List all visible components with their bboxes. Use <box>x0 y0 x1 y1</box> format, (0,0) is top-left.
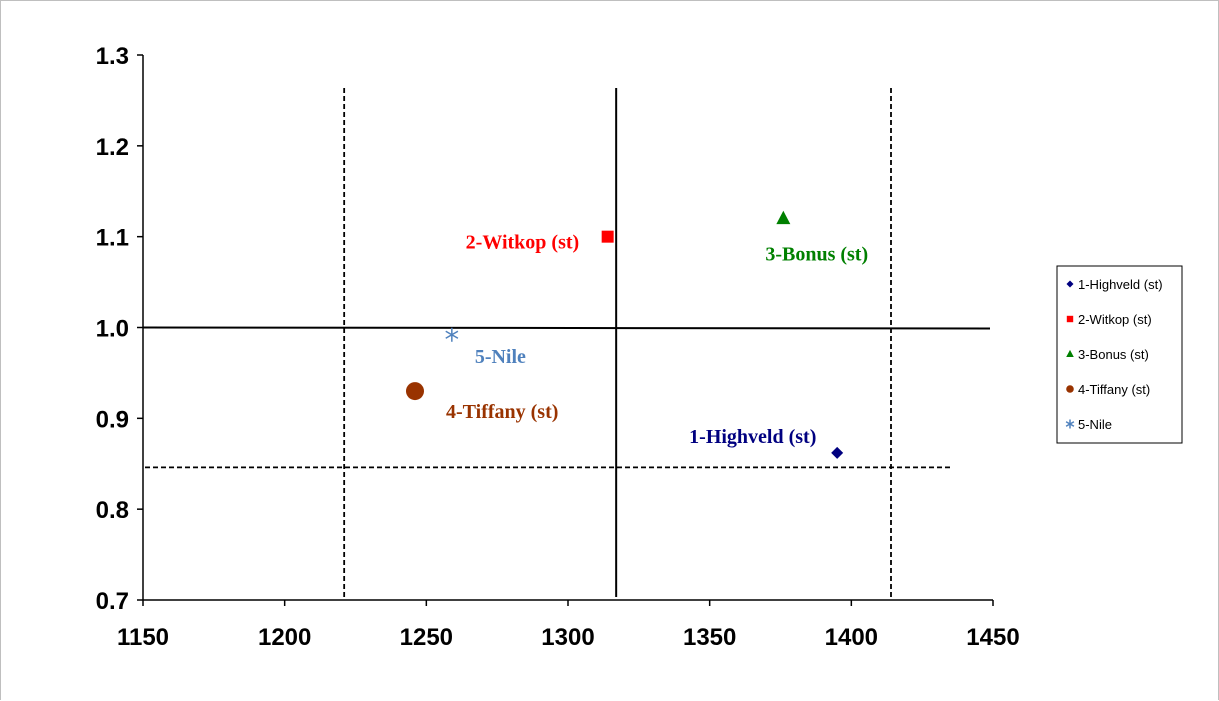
y-tick-label: 0.9 <box>96 406 129 433</box>
data-point-2 <box>601 230 614 243</box>
y-tick-label: 1.1 <box>96 225 129 252</box>
legend-entry-4: 4-Tiffany (st) <box>1078 382 1150 397</box>
y-tick-label: 1.3 <box>96 43 129 70</box>
point-label-1: 1-Highveld (st) <box>689 426 816 448</box>
legend-marker-4 <box>1066 385 1074 393</box>
point-label-2: 2-Witkop (st) <box>466 232 580 254</box>
point-labels: 1-Highveld (st) 2-Witkop (st) 3-Bonus (st)… <box>446 232 868 448</box>
x-tick-label: 1150 <box>117 624 169 651</box>
legend-entry-3: 3-Bonus (st) <box>1078 347 1149 362</box>
reference-lines <box>142 88 991 597</box>
y-tick-label: 0.8 <box>96 497 129 524</box>
y-axis-ticks: 0.7 0.8 0.9 1.0 1.1 1.2 1.3 <box>96 43 143 615</box>
y-tick-label: 0.7 <box>96 588 129 615</box>
legend-entry-2: 2-Witkop (st) <box>1078 312 1152 327</box>
legend-marker-1 <box>1066 280 1074 288</box>
data-point-5 <box>445 327 459 342</box>
x-tick-label: 1300 <box>541 624 594 651</box>
y-tick-label: 1.2 <box>96 134 129 161</box>
legend-marker-5 <box>1065 419 1075 429</box>
data-point-1 <box>831 446 844 459</box>
point-label-5: 5-Nile <box>475 346 526 368</box>
legend-marker-3 <box>1066 349 1074 358</box>
solid-horizontal-line <box>142 326 991 330</box>
x-tick-label: 1350 <box>683 624 736 651</box>
x-tick-label: 1250 <box>400 624 453 651</box>
data-point-4 <box>406 382 424 401</box>
legend: 1-Highveld (st) 2-Witkop (st) 3-Bonus (st)… <box>1056 265 1183 444</box>
y-tick-label: 1.0 <box>96 316 129 343</box>
legend-entry-5: 5-Nile <box>1078 417 1112 432</box>
point-label-4: 4-Tiffany (st) <box>446 401 558 423</box>
point-label-3: 3-Bonus (st) <box>765 244 868 266</box>
legend-entry-1: 1-Highveld (st) <box>1078 277 1163 292</box>
x-tick-label: 1450 <box>966 624 1019 651</box>
x-tick-label: 1400 <box>825 624 878 651</box>
x-tick-label: 1200 <box>258 624 311 651</box>
x-axis-ticks: 1150 1200 1250 1300 1350 1400 1450 <box>117 600 1020 651</box>
legend-box <box>1056 265 1183 444</box>
data-points <box>406 210 844 459</box>
legend-marker-2 <box>1066 315 1074 323</box>
data-point-3 <box>776 210 791 225</box>
